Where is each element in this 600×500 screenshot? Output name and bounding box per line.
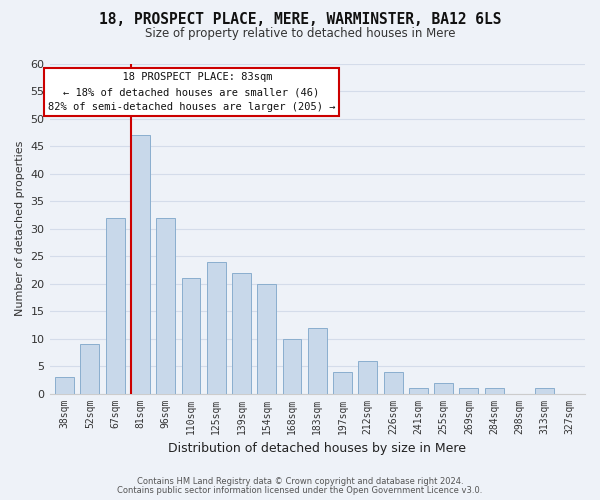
Bar xyxy=(485,388,503,394)
Bar xyxy=(283,338,301,394)
Bar xyxy=(308,328,327,394)
Bar xyxy=(156,218,175,394)
Text: 18, PROSPECT PLACE, MERE, WARMINSTER, BA12 6LS: 18, PROSPECT PLACE, MERE, WARMINSTER, BA… xyxy=(99,12,501,28)
Bar xyxy=(358,360,377,394)
Text: Contains public sector information licensed under the Open Government Licence v3: Contains public sector information licen… xyxy=(118,486,482,495)
Y-axis label: Number of detached properties: Number of detached properties xyxy=(15,141,25,316)
Text: Contains HM Land Registry data © Crown copyright and database right 2024.: Contains HM Land Registry data © Crown c… xyxy=(137,477,463,486)
Text: 18 PROSPECT PLACE: 83sqm
← 18% of detached houses are smaller (46)
82% of semi-d: 18 PROSPECT PLACE: 83sqm ← 18% of detach… xyxy=(47,72,335,112)
X-axis label: Distribution of detached houses by size in Mere: Distribution of detached houses by size … xyxy=(168,442,466,455)
Text: Size of property relative to detached houses in Mere: Size of property relative to detached ho… xyxy=(145,28,455,40)
Bar xyxy=(207,262,226,394)
Bar xyxy=(383,372,403,394)
Bar xyxy=(257,284,276,394)
Bar xyxy=(409,388,428,394)
Bar xyxy=(460,388,478,394)
Bar xyxy=(232,272,251,394)
Bar xyxy=(333,372,352,394)
Bar xyxy=(182,278,200,394)
Bar xyxy=(55,377,74,394)
Bar xyxy=(434,382,453,394)
Bar xyxy=(80,344,100,394)
Bar xyxy=(131,136,150,394)
Bar xyxy=(535,388,554,394)
Bar xyxy=(106,218,125,394)
